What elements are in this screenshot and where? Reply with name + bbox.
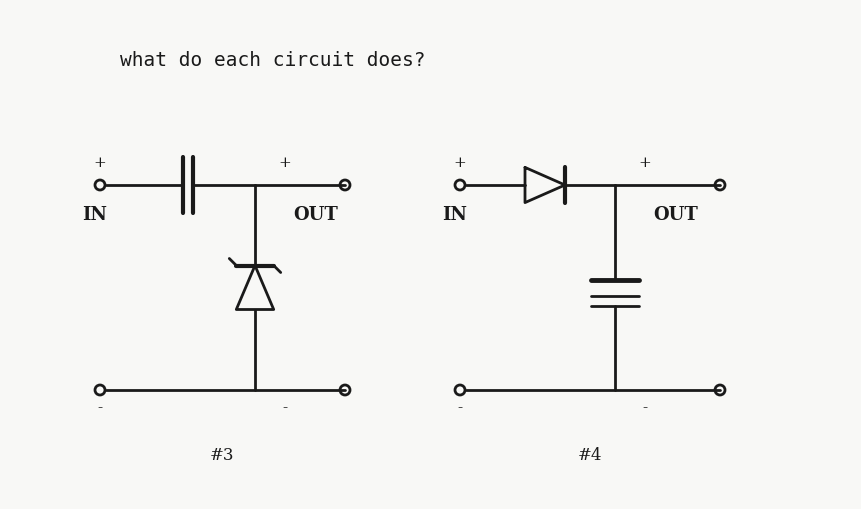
Text: IN: IN [442, 206, 467, 224]
Text: -: - [641, 401, 647, 415]
Text: what do each circuit does?: what do each circuit does? [120, 50, 425, 70]
Text: #3: #3 [210, 446, 234, 464]
Text: IN: IN [83, 206, 108, 224]
Text: -: - [282, 401, 288, 415]
Text: +: + [94, 156, 106, 170]
Text: -: - [457, 401, 462, 415]
Text: OUT: OUT [653, 206, 697, 224]
Text: OUT: OUT [293, 206, 338, 224]
Text: +: + [278, 156, 291, 170]
Text: +: + [638, 156, 651, 170]
Text: #4: #4 [577, 446, 602, 464]
Text: +: + [453, 156, 466, 170]
Text: -: - [97, 401, 102, 415]
